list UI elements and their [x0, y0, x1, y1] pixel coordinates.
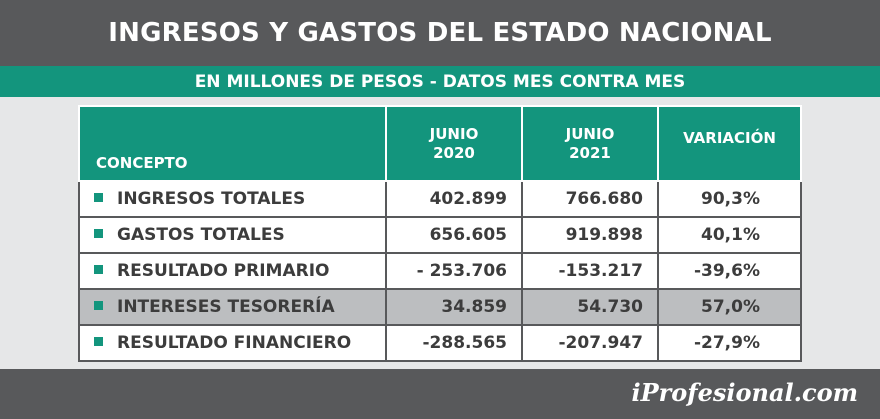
page-title: INGRESOS Y GASTOS DEL ESTADO NACIONAL	[108, 18, 771, 48]
table-row: GASTOS TOTALES 656.605 919.898 40,1%	[79, 217, 801, 253]
row-value-2020: -288.565	[386, 325, 522, 361]
row-concept-cell: INGRESOS TOTALES	[79, 181, 386, 217]
table-row: INGRESOS TOTALES 402.899 766.680 90,3%	[79, 181, 801, 217]
row-value-2020: 402.899	[386, 181, 522, 217]
table-row: RESULTADO FINANCIERO -288.565 -207.947 -…	[79, 325, 801, 361]
subtitle-bar: EN MILLONES DE PESOS - DATOS MES CONTRA …	[0, 66, 880, 97]
data-table-container: CONCEPTO JUNIO 2020 JUNIO 2021 VARIACIÓN…	[78, 105, 800, 362]
row-concept-cell: RESULTADO PRIMARIO	[79, 253, 386, 289]
table-row: RESULTADO PRIMARIO - 253.706 -153.217 -3…	[79, 253, 801, 289]
column-header-june-2021: JUNIO 2021	[522, 106, 658, 181]
square-bullet-icon	[94, 301, 103, 310]
row-value-2021: -207.947	[522, 325, 658, 361]
row-concept-cell: RESULTADO FINANCIERO	[79, 325, 386, 361]
row-variation: 40,1%	[658, 217, 801, 253]
row-concept-label: GASTOS TOTALES	[117, 225, 285, 245]
row-concept-cell: GASTOS TOTALES	[79, 217, 386, 253]
header-month: JUNIO	[430, 125, 479, 143]
square-bullet-icon	[94, 193, 103, 202]
square-bullet-icon	[94, 337, 103, 346]
row-variation: -39,6%	[658, 253, 801, 289]
row-concept-cell: INTERESES TESORERÍA	[79, 289, 386, 325]
column-header-variation: VARIACIÓN	[658, 106, 801, 181]
column-header-concept: CONCEPTO	[79, 106, 386, 181]
table-header-row: CONCEPTO JUNIO 2020 JUNIO 2021 VARIACIÓN	[79, 106, 801, 181]
header-year: 2020	[433, 144, 475, 162]
footer-bar: iProfesional.com	[0, 369, 880, 419]
page-subtitle: EN MILLONES DE PESOS - DATOS MES CONTRA …	[195, 72, 686, 92]
row-variation: 90,3%	[658, 181, 801, 217]
row-value-2021: 919.898	[522, 217, 658, 253]
row-concept-label: INTERESES TESORERÍA	[117, 297, 335, 317]
row-value-2021: 54.730	[522, 289, 658, 325]
data-table: CONCEPTO JUNIO 2020 JUNIO 2021 VARIACIÓN…	[78, 105, 802, 362]
row-value-2020: - 253.706	[386, 253, 522, 289]
square-bullet-icon	[94, 229, 103, 238]
iprofesional-logo: iProfesional.com	[631, 378, 858, 407]
row-concept-label: RESULTADO PRIMARIO	[117, 261, 330, 281]
row-value-2020: 34.859	[386, 289, 522, 325]
header-month: JUNIO	[566, 125, 615, 143]
column-header-june-2020: JUNIO 2020	[386, 106, 522, 181]
row-value-2021: 766.680	[522, 181, 658, 217]
row-concept-label: INGRESOS TOTALES	[117, 189, 305, 209]
row-value-2020: 656.605	[386, 217, 522, 253]
header-year: 2021	[569, 144, 611, 162]
row-value-2021: -153.217	[522, 253, 658, 289]
square-bullet-icon	[94, 265, 103, 274]
row-concept-label: RESULTADO FINANCIERO	[117, 333, 351, 353]
table-row-highlighted: INTERESES TESORERÍA 34.859 54.730 57,0%	[79, 289, 801, 325]
row-variation: -27,9%	[658, 325, 801, 361]
row-variation: 57,0%	[658, 289, 801, 325]
title-bar: INGRESOS Y GASTOS DEL ESTADO NACIONAL	[0, 0, 880, 66]
